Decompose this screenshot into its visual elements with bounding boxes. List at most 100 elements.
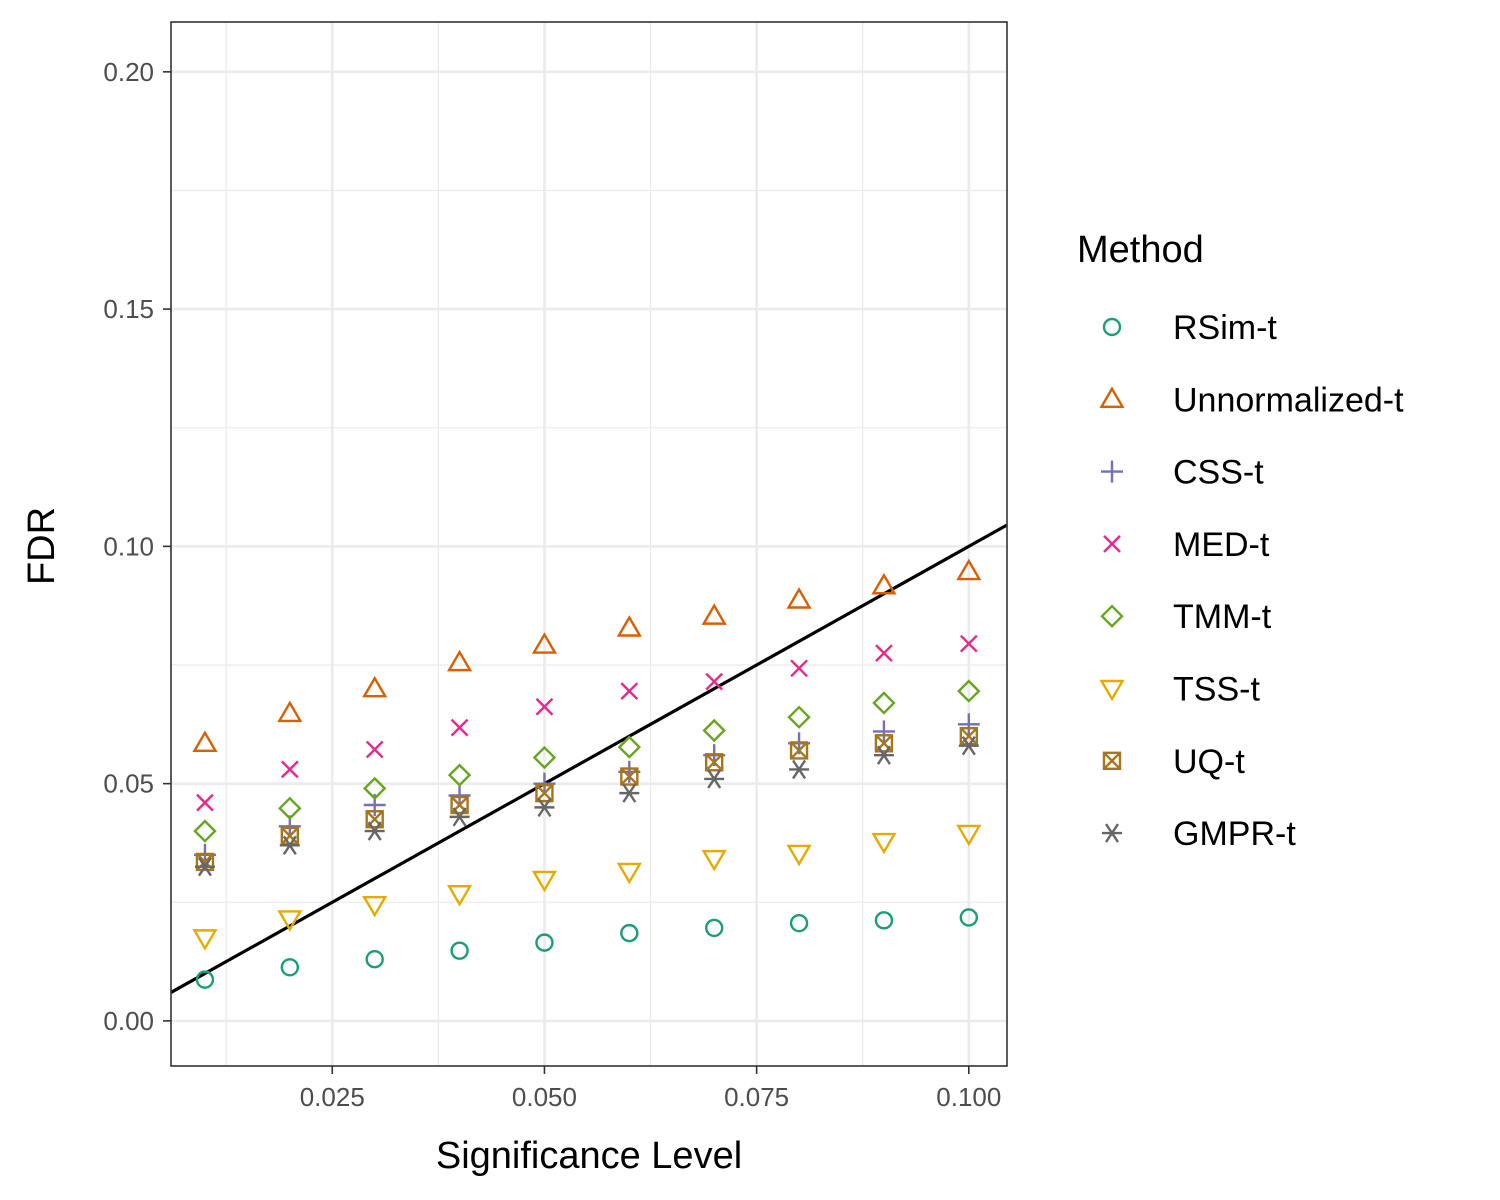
data-point xyxy=(365,740,384,759)
data-points xyxy=(192,558,982,989)
legend-label: UQ-t xyxy=(1173,743,1245,781)
data-point xyxy=(957,713,980,736)
data-point xyxy=(364,821,385,841)
legend-item: TMM-t xyxy=(1100,598,1272,636)
data-point xyxy=(957,679,981,703)
data-point xyxy=(958,736,979,756)
series-gmpr-t xyxy=(194,736,979,877)
data-point xyxy=(533,772,556,795)
data-point xyxy=(789,741,809,760)
data-point xyxy=(450,718,469,737)
x-axis-title: Significance Level xyxy=(436,1135,742,1177)
legend-item: MED-t xyxy=(1103,526,1270,564)
legend-key xyxy=(1099,679,1125,702)
legend-item: GMPR-t xyxy=(1102,815,1296,853)
legend: Method RSim-t Unnormalized-t CSS-t MED-t TMM… xyxy=(1077,229,1404,853)
series-med-t xyxy=(196,634,978,812)
data-point xyxy=(789,913,809,933)
legend-label: GMPR-t xyxy=(1173,815,1296,853)
data-point xyxy=(873,745,894,765)
data-point xyxy=(872,720,895,743)
data-point xyxy=(705,672,724,691)
data-point xyxy=(620,923,639,943)
legend-item: TSS-t xyxy=(1099,671,1260,709)
series-uq-t xyxy=(195,726,979,872)
data-point xyxy=(956,558,982,581)
data-point xyxy=(616,615,642,637)
data-point xyxy=(789,759,810,780)
data-point xyxy=(194,857,215,877)
reference-line xyxy=(170,523,1008,994)
data-point xyxy=(362,675,388,698)
data-point xyxy=(786,844,812,867)
data-point xyxy=(871,572,897,595)
legend-label: MED-t xyxy=(1173,526,1270,564)
data-point xyxy=(872,691,896,715)
data-point xyxy=(362,776,387,801)
y-axis-title: FDR xyxy=(21,507,63,585)
data-point xyxy=(620,767,639,786)
series-tmm-t xyxy=(193,679,981,843)
data-point xyxy=(196,793,214,812)
legend-key xyxy=(1102,751,1122,770)
x-tick-label: 0.025 xyxy=(300,1082,365,1112)
data-point xyxy=(704,769,725,789)
data-point xyxy=(790,659,808,678)
x-tick-label: 0.100 xyxy=(936,1082,1001,1112)
x-tick-label: 0.050 xyxy=(512,1082,577,1112)
data-point xyxy=(956,824,982,847)
data-point xyxy=(531,632,558,654)
legend-title: Method xyxy=(1077,229,1204,271)
data-point xyxy=(619,783,640,803)
legend-key xyxy=(1102,823,1122,843)
legend-item: Unnormalized-t xyxy=(1099,381,1404,419)
data-point xyxy=(195,970,215,989)
legend-key xyxy=(1100,604,1124,628)
y-tick-label: 0.05 xyxy=(103,769,154,799)
data-point xyxy=(874,911,894,930)
y-tick-label: 0.20 xyxy=(103,57,154,87)
data-point xyxy=(278,796,302,821)
data-point xyxy=(277,910,303,932)
series-tss-t xyxy=(192,824,982,951)
y-tick-label: 0.00 xyxy=(103,1006,154,1036)
data-point xyxy=(280,958,300,977)
legend-key xyxy=(1103,535,1121,553)
data-point xyxy=(617,735,642,759)
reference-line-layer xyxy=(170,523,1008,994)
data-point xyxy=(959,908,979,927)
legend-key xyxy=(1102,317,1122,337)
legend-item: UQ-t xyxy=(1102,743,1245,781)
y-tick-label: 0.10 xyxy=(103,531,154,561)
data-point xyxy=(535,697,554,716)
data-point xyxy=(875,644,893,662)
data-point xyxy=(702,718,726,743)
data-point xyxy=(871,832,897,855)
legend-label: RSim-t xyxy=(1173,309,1277,347)
legend-label: TSS-t xyxy=(1173,671,1260,709)
legend-label: CSS-t xyxy=(1173,454,1264,492)
data-point xyxy=(531,870,558,893)
y-tick-label: 0.15 xyxy=(103,294,154,324)
data-point xyxy=(704,753,724,772)
legend-key xyxy=(1099,386,1125,408)
data-point xyxy=(449,807,470,827)
axes: 0.025 0.050 0.075 0.100 0.00 0.05 0.10 0.15 0.20 xyxy=(103,57,1001,1112)
data-point xyxy=(534,797,555,818)
legend-item: CSS-t xyxy=(1101,454,1264,492)
data-point xyxy=(786,587,812,609)
data-point xyxy=(447,763,472,787)
legend-key xyxy=(1101,460,1123,483)
data-point xyxy=(279,835,300,856)
data-point xyxy=(365,950,384,969)
data-point xyxy=(616,862,642,885)
x-tick-label: 0.075 xyxy=(724,1082,789,1112)
data-point xyxy=(704,918,724,938)
series-unnormalized-t xyxy=(192,558,982,753)
data-point xyxy=(450,941,469,960)
data-point xyxy=(701,849,727,872)
data-point xyxy=(362,895,388,918)
data-point xyxy=(620,682,639,700)
data-point xyxy=(446,649,473,672)
